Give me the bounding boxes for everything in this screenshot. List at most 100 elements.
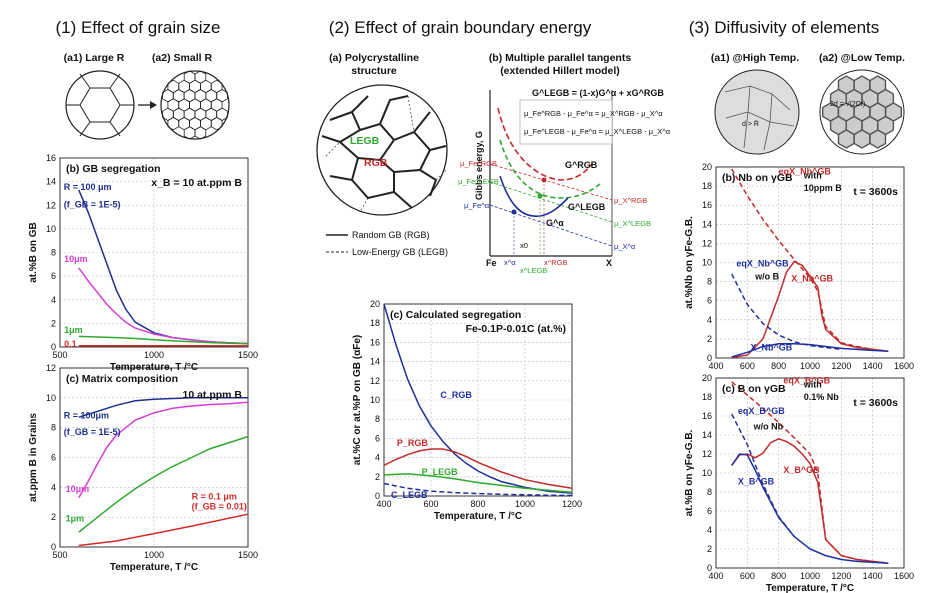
y-tick-label: 18 <box>702 392 712 402</box>
series-label: 10ppm B <box>804 183 843 193</box>
x-tick-label: 1600 <box>894 571 914 581</box>
legb-label: LEGB <box>350 135 380 147</box>
y-axis-label: at.ppm B in Grains <box>28 413 39 502</box>
y-tick-label: 12 <box>370 376 380 386</box>
s2-b-label-line2: (extended Hillert model) <box>500 65 620 77</box>
x-tick-label: 1500 <box>238 350 258 360</box>
chart-annotation: Fe-0.1P-0.01C (at.%) <box>466 323 566 335</box>
series-label: w/o Nb <box>753 421 784 431</box>
x-tick-label: 1400 <box>863 571 883 581</box>
series-label: (f_GB = 0.01) <box>192 502 247 512</box>
chart-annotation: t = 3600s <box>853 397 898 409</box>
x-axis-label: Temperature, T /°C <box>110 362 198 373</box>
hillert-xrgb: x^RGB <box>544 258 568 267</box>
y-tick-label: 8 <box>707 277 712 287</box>
series-label: with <box>803 380 822 390</box>
y-tick-label: 2 <box>707 334 712 344</box>
chart-title: (c) Matrix composition <box>66 373 178 385</box>
hillert-eq-rgb: μ_Fe^RGB - μ_Fe^α = μ_X^RGB - μ_X^α <box>524 109 663 118</box>
y-tick-label: 20 <box>702 373 712 383</box>
series-line-1 <box>731 437 889 565</box>
note-high-temp: d > R̄ <box>742 120 759 128</box>
series-line-1 <box>383 448 573 490</box>
hexagon-grain <box>210 116 223 131</box>
y-tick-label: 14 <box>46 177 56 187</box>
mu-fe-rgb: μ_Fe^RGB <box>460 159 497 168</box>
y-tick-label: 2 <box>375 472 380 482</box>
rgb-label: RGB <box>364 157 388 169</box>
mu-x-legb: μ_X^LEGB <box>614 219 651 228</box>
hillert-galpha: G^α <box>546 218 564 228</box>
section-1-title: (1) Effect of grain size <box>55 18 220 37</box>
plot-frame <box>59 157 249 348</box>
chart-title: (b) Nb on γGB <box>722 172 793 184</box>
x-tick-label: 400 <box>376 499 391 509</box>
x-tick-label: 800 <box>771 571 786 581</box>
series-label: P_LEGB <box>422 467 459 477</box>
series-line-3 <box>731 342 889 358</box>
y-tick-label: 12 <box>702 238 712 248</box>
series-line-0 <box>78 189 249 345</box>
hillert-glegb: G^LEGB <box>568 202 606 212</box>
series-line-2 <box>383 473 573 493</box>
y-tick-label: 16 <box>46 153 56 163</box>
y-axis-label: at.%B on γFe-G.B. <box>684 429 695 516</box>
series-line-2 <box>731 413 795 538</box>
series-line-2 <box>78 335 249 345</box>
series-label: C_RGB <box>440 390 472 400</box>
hillert-x0: x0 <box>520 241 528 250</box>
chart-matrix-composition: 500 1000 1500 0 2 4 6 8 10 12 (c) Matrix compositi… <box>28 363 258 573</box>
y-tick-label: 6 <box>375 433 380 443</box>
y-tick-label: 4 <box>375 453 380 463</box>
mu-fe-alpha: μ_Fe^α <box>464 201 490 210</box>
chart-title: (c) B on γGB <box>722 383 786 395</box>
y-tick-label: 8 <box>51 423 56 433</box>
y-axis-label: at.%Nb on γFe-G.B. <box>684 216 695 309</box>
y-tick-label: 2 <box>707 544 712 554</box>
x-tick-label: 400 <box>708 361 723 371</box>
hillert-ylabel: Gibbs energy, G <box>474 131 484 200</box>
series-line-3 <box>78 513 249 547</box>
chart-calculated-segregation: 400 600 800 1000 1200 0 2 4 6 8 10 12 14 16 18 20 (c) Ca… <box>352 299 582 522</box>
x-tick-label: 800 <box>470 499 485 509</box>
series-label: X_B^GB <box>783 465 820 475</box>
legend-legb-text: Low-Energy GB (LEGB) <box>352 247 448 257</box>
y-tick-label: 0 <box>51 542 56 552</box>
x-tick-label: 1000 <box>800 571 820 581</box>
y-tick-label: 10 <box>46 224 56 234</box>
y-tick-label: 10 <box>702 468 712 478</box>
x-tick-label: 1600 <box>894 361 914 371</box>
series-label: (f_GB = 1E-5) <box>64 200 121 210</box>
y-tick-label: 6 <box>51 271 56 281</box>
x-tick-label: 800 <box>771 361 786 371</box>
series-label: (f_GB = 1E-5) <box>64 427 121 437</box>
y-tick-label: 12 <box>46 363 56 373</box>
high-temp-grain-diagram <box>714 69 800 155</box>
x-tick-label: 1000 <box>144 550 164 560</box>
legend-rgb-text: Random GB (RGB) <box>352 230 430 240</box>
hillert-x-fe: Fe <box>486 258 497 268</box>
x-axis-label: Temperature, T /°C <box>766 583 854 593</box>
y-axis-label: at.%C or at.%P on GB (αFe) <box>352 335 363 465</box>
mu-x-alpha: μ_X^α <box>614 242 636 251</box>
y-tick-label: 0 <box>51 342 56 352</box>
x-axis-label: Temperature, T /°C <box>110 562 198 573</box>
s1-a1-label: (a1) Large R <box>64 52 125 64</box>
low-temp-grain-diagram <box>819 69 905 155</box>
series-line-3 <box>731 453 889 565</box>
series-label: 0.1 <box>64 339 77 349</box>
section-3-title: (3) Diffusivity of elements <box>689 18 880 37</box>
series-label: 10μm <box>66 484 90 494</box>
y-tick-label: 0 <box>707 563 712 573</box>
mu-fe-legb: μ_Fe^LEGB <box>458 177 499 186</box>
chart-annotation: x_B = 10 at.ppm B <box>151 177 242 189</box>
hillert-x-x: X <box>606 258 612 268</box>
mu-x-rgb: μ_X^RGB <box>614 196 647 205</box>
y-tick-label: 4 <box>51 482 56 492</box>
series-label: R = 0.1 μm <box>192 491 237 501</box>
series-label: eqX_B^GB <box>783 376 830 386</box>
series-label: X_Nb^GB <box>750 342 792 352</box>
series-label: eqX_Nb^GB <box>779 167 832 177</box>
y-tick-label: 14 <box>702 219 712 229</box>
